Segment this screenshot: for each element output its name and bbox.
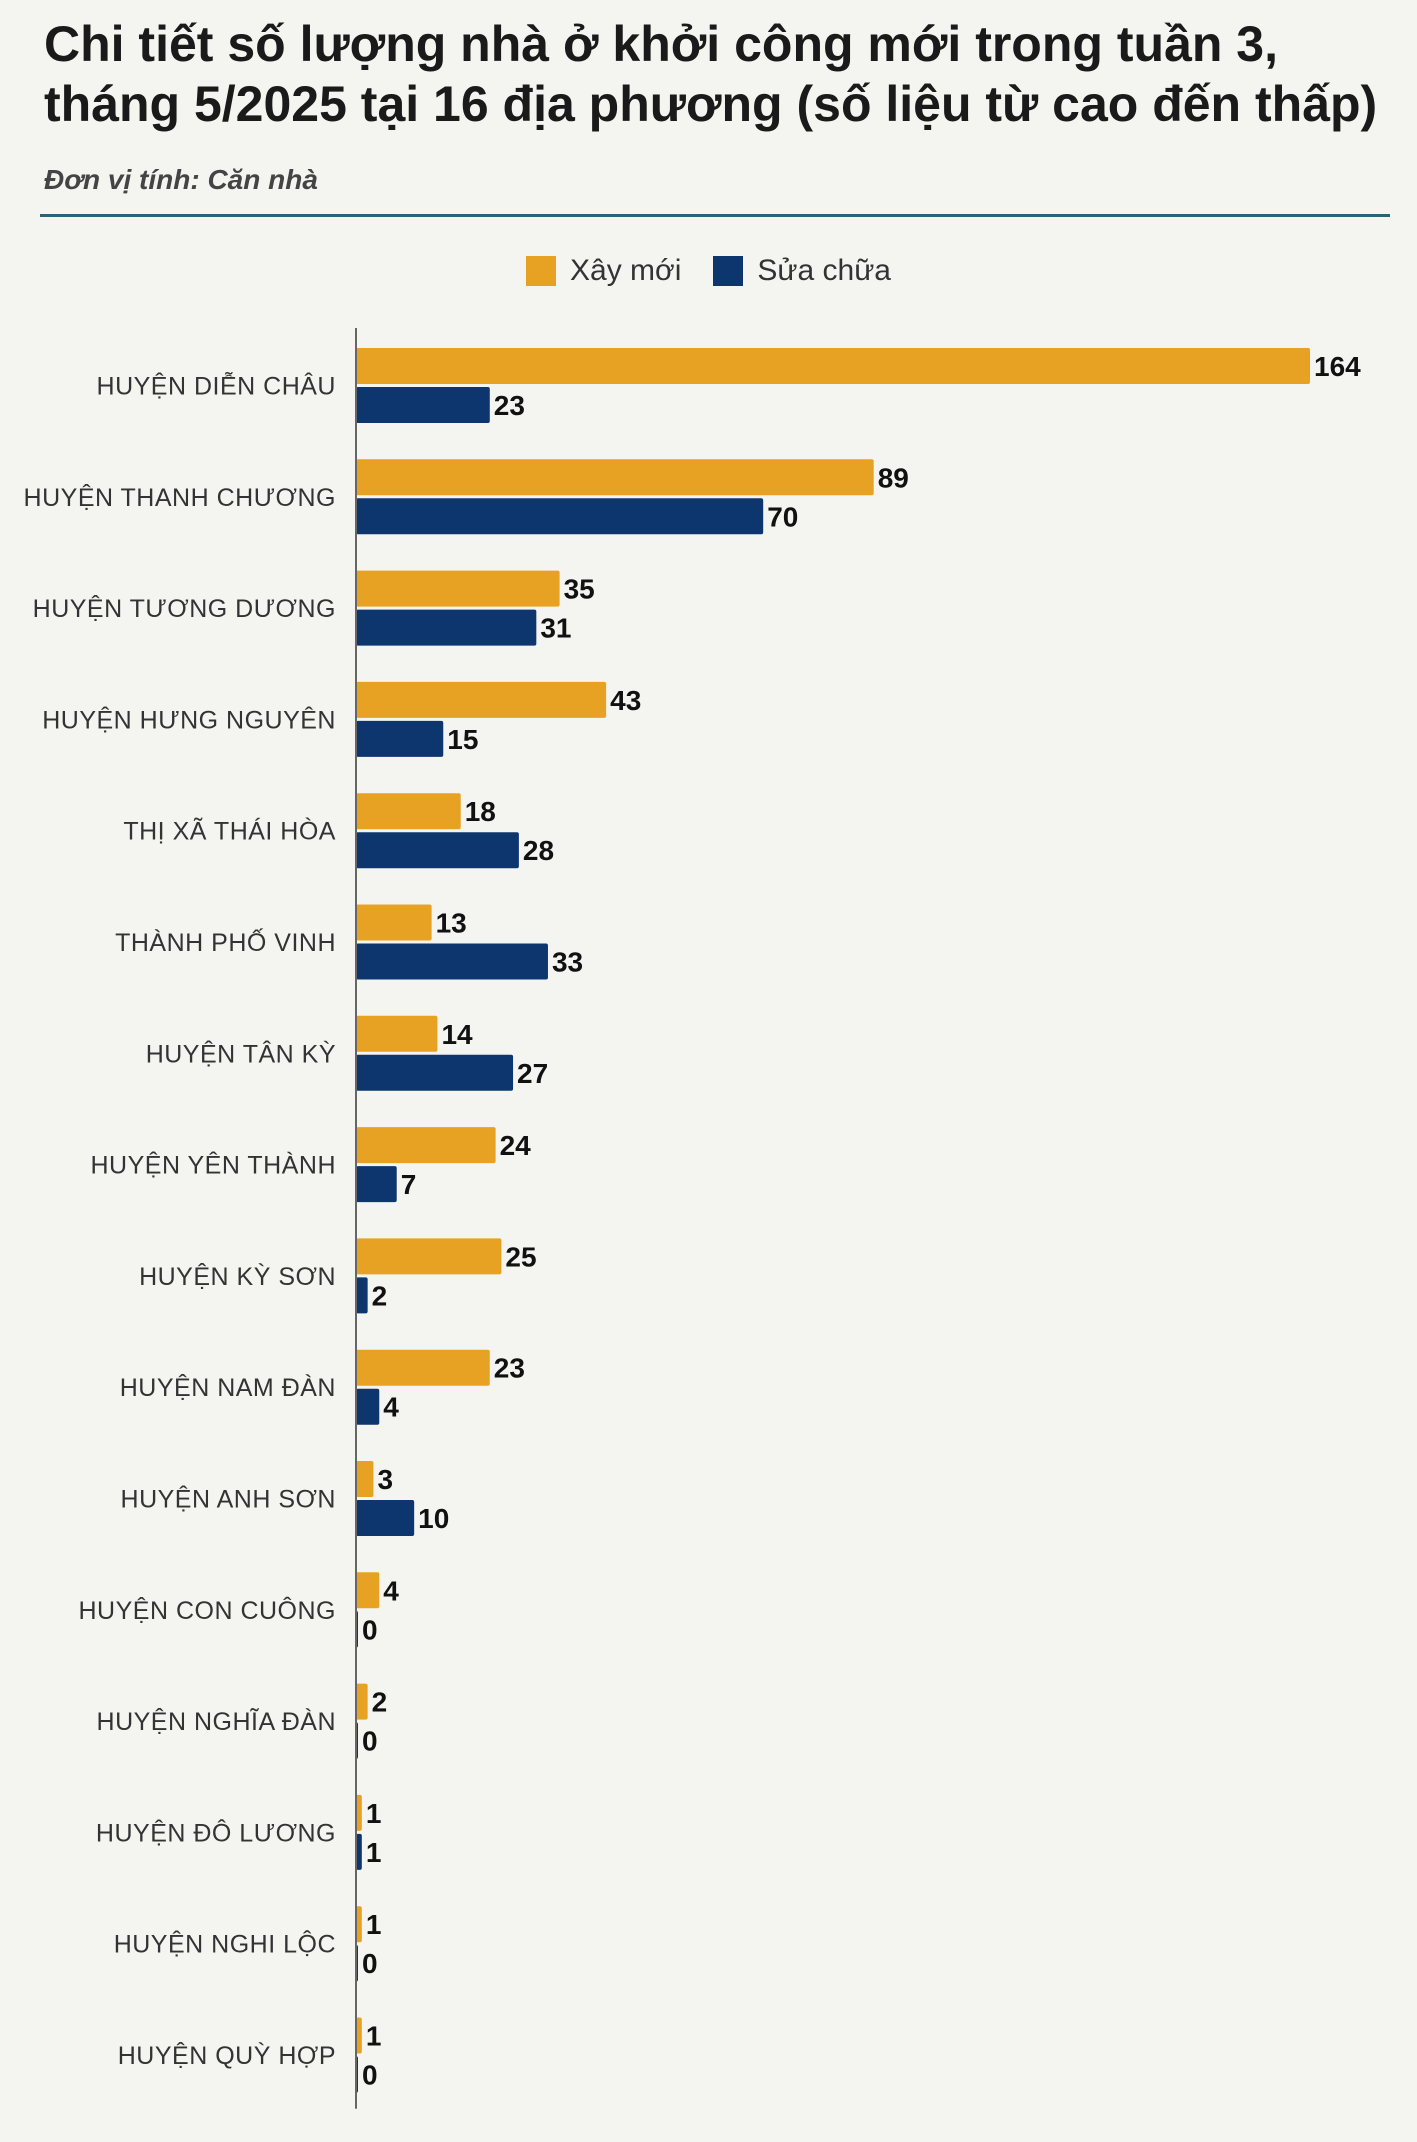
bar-new [356, 1683, 368, 1720]
value-label-repair: 2 [372, 1280, 388, 1311]
value-label-repair: 33 [552, 947, 583, 978]
value-label-new: 14 [441, 1019, 473, 1050]
bar-new [356, 1461, 374, 1497]
bar-repair [356, 1277, 368, 1314]
legend-item-repair: Sửa chữa [713, 254, 891, 288]
legend-label-new: Xây mới [570, 254, 682, 287]
category-label: HUYỆN HƯNG NGUYÊN [42, 705, 336, 734]
bar-repair [356, 1833, 362, 1870]
bar-repair [356, 1054, 514, 1091]
category-label: HUYỆN DIỄN CHÂU [97, 371, 336, 401]
legend: Xây mới Sửa chữa [0, 254, 1417, 288]
value-label-repair: 15 [447, 724, 478, 755]
value-label-new: 89 [878, 462, 909, 493]
bar-repair [356, 1166, 397, 1203]
bar-new [356, 348, 1310, 384]
bar-repair [356, 1388, 380, 1425]
value-label-repair: 4 [383, 1392, 399, 1423]
category-label: HUYỆN NGHĨA ĐÀN [97, 1707, 336, 1736]
value-label-new: 24 [500, 1130, 532, 1161]
value-label-new: 1 [366, 2021, 382, 2052]
bar-new [356, 904, 432, 941]
legend-label-repair: Sửa chữa [757, 254, 891, 287]
value-label-new: 1 [366, 1909, 382, 1940]
value-label-new: 23 [494, 1353, 525, 1384]
bar-new [356, 1906, 362, 1943]
category-label: HUYỆN TÂN KỲ [146, 1039, 336, 1068]
value-label-repair: 23 [494, 390, 525, 421]
value-label-new: 164 [1314, 351, 1361, 382]
bar-new [356, 681, 607, 718]
value-label-repair: 28 [523, 835, 554, 866]
category-label: THÀNH PHỐ VINH [115, 927, 336, 957]
category-label: HUYỆN THANH CHƯƠNG [24, 483, 336, 512]
chart-title: Chi tiết số lượng nhà ở khởi công mới tr… [44, 16, 1378, 132]
value-label-repair: 1 [366, 1837, 382, 1868]
category-label: HUYỆN TƯƠNG DƯƠNG [33, 594, 336, 623]
category-label: HUYỆN NAM ĐÀN [120, 1373, 336, 1402]
value-label-new: 43 [610, 685, 641, 716]
value-label-repair: 7 [401, 1169, 417, 1200]
value-label-repair: 70 [767, 501, 798, 532]
value-label-repair: 0 [362, 2060, 378, 2091]
category-label: HUYỆN YÊN THÀNH [90, 1151, 336, 1180]
value-label-new: 4 [383, 1575, 399, 1606]
value-label-new: 3 [377, 1464, 393, 1495]
value-label-repair: 27 [517, 1058, 548, 1089]
bar-repair [356, 943, 548, 980]
bar-new [356, 1015, 438, 1052]
bar-repair [356, 1500, 415, 1536]
value-label-repair: 31 [540, 613, 571, 644]
value-label-new: 35 [564, 574, 595, 605]
bar-new [356, 1572, 380, 1609]
bar-repair [356, 609, 537, 646]
value-label-repair: 10 [418, 1503, 449, 1534]
legend-swatch-repair [713, 256, 744, 286]
category-label: HUYỆN CON CUÔNG [78, 1596, 336, 1625]
category-label: HUYỆN QUỲ HỢP [118, 2041, 336, 2070]
legend-item-new: Xây mới [526, 254, 681, 288]
category-label: HUYỆN NGHI LỘC [114, 1930, 336, 1959]
category-label: HUYỆN KỲ SƠN [139, 1262, 336, 1291]
bar-new [356, 793, 461, 830]
bar-repair [356, 387, 490, 423]
bar-new [356, 1349, 490, 1386]
legend-swatch-new [526, 256, 557, 286]
value-label-new: 2 [372, 1687, 388, 1718]
category-label: HUYỆN ANH SƠN [121, 1485, 336, 1514]
category-label: HUYỆN ĐÔ LƯƠNG [96, 1818, 336, 1847]
value-label-new: 18 [465, 796, 496, 827]
bar-repair [356, 720, 444, 757]
value-label-repair: 0 [362, 1726, 378, 1757]
bar-new [356, 2017, 362, 2054]
value-label-repair: 0 [362, 1948, 378, 1979]
bar-new [356, 1127, 496, 1164]
value-label-new: 25 [505, 1241, 536, 1272]
category-label: THỊ XÃ THÁI HÒA [123, 817, 336, 846]
bar-new [356, 1794, 362, 1831]
bar-repair [356, 498, 764, 535]
title-divider [40, 214, 1390, 217]
bar-new [356, 570, 560, 607]
value-label-new: 1 [366, 1798, 382, 1829]
value-label-new: 13 [436, 908, 467, 939]
value-label-repair: 0 [362, 1614, 378, 1645]
bar-new [356, 1238, 502, 1275]
bar-new [356, 459, 874, 496]
bar-repair [356, 832, 519, 869]
unit-label: Đơn vị tính: Căn nhà [44, 164, 318, 195]
